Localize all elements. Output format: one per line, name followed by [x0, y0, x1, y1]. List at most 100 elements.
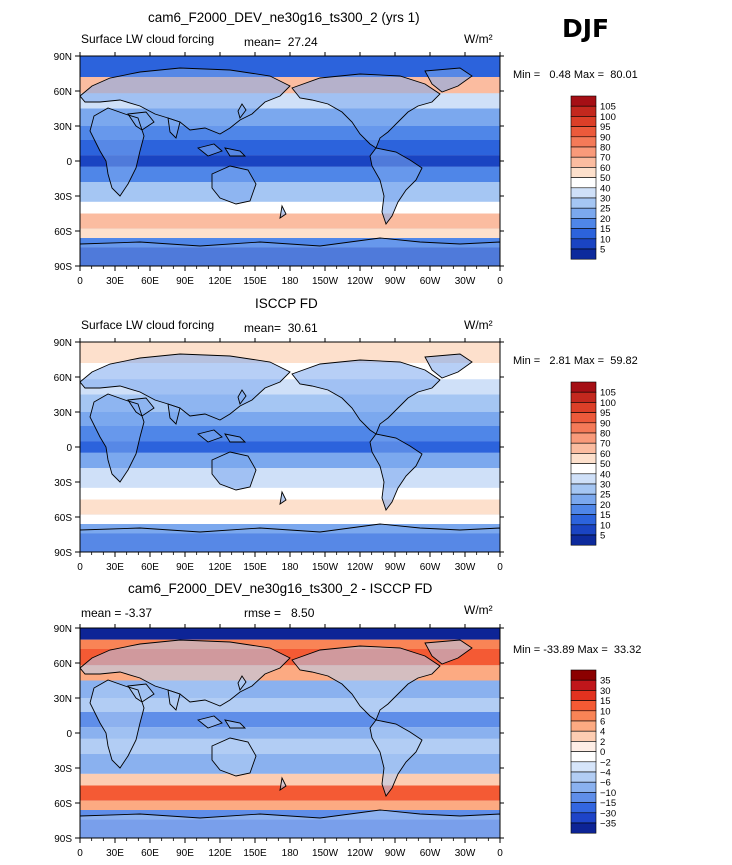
y-tick-label: 60N: [54, 373, 72, 384]
x-tick-label: 60E: [141, 276, 159, 287]
colorbar-label: −30: [600, 808, 616, 819]
panel-3-units: W/m²: [464, 603, 493, 617]
colorbar-label: 5: [600, 245, 605, 256]
x-tick-label: 0: [497, 562, 503, 573]
y-tick-label: 60S: [54, 227, 72, 238]
colorbar-label: 5: [600, 531, 605, 542]
field-band: [80, 639, 500, 649]
colorbar-label: 15: [600, 224, 611, 235]
field-band: [80, 182, 500, 202]
colorbar-label: 40: [600, 469, 611, 480]
field-band: [80, 238, 500, 248]
colorbar-label: 4: [600, 727, 605, 738]
y-tick-label: 90N: [54, 624, 72, 635]
colorbar-box: [570, 126, 597, 138]
x-tick-label: 90W: [385, 276, 406, 287]
x-tick-label: 120W: [347, 848, 374, 859]
field-band: [80, 698, 500, 712]
colorbar-box: [570, 156, 597, 168]
colorbar-label: 90: [600, 418, 611, 429]
colorbar-label: −35: [600, 819, 616, 830]
colorbar-box: [570, 95, 597, 107]
colorbar-box: [570, 669, 597, 681]
colorbar-box: [570, 473, 597, 485]
colorbar-label: −4: [600, 768, 611, 779]
y-tick-label: 30N: [54, 122, 72, 133]
colorbar-box: [570, 761, 597, 773]
x-tick-label: 30E: [106, 848, 124, 859]
colorbar-box: [570, 524, 597, 536]
map-field: [80, 628, 500, 838]
y-tick-label: 0: [66, 443, 72, 454]
colorbar-label: 95: [600, 408, 611, 419]
field-band: [80, 487, 500, 500]
colorbar-label: 10: [600, 706, 611, 717]
colorbar-label: 90: [600, 132, 611, 143]
colorbar-label: 105: [600, 102, 616, 113]
x-tick-label: 150W: [312, 848, 339, 859]
field-band: [80, 810, 500, 820]
field-band: [80, 499, 500, 515]
x-tick-label: 0: [77, 276, 83, 287]
y-tick-label: 90N: [54, 338, 72, 349]
x-tick-label: 90E: [176, 848, 194, 859]
colorbar-label: 35: [600, 676, 611, 687]
map-field: [80, 342, 500, 552]
x-tick-label: 180: [282, 562, 299, 573]
field-band: [80, 155, 500, 167]
x-tick-label: 90E: [176, 562, 194, 573]
field-band: [80, 628, 500, 640]
field-band: [80, 514, 500, 524]
field-band: [80, 773, 500, 786]
colorbar-label: 15: [600, 696, 611, 707]
x-tick-label: 60W: [420, 848, 441, 859]
x-tick-label: 180: [282, 848, 299, 859]
field-band: [80, 800, 500, 810]
colorbar-label: 70: [600, 439, 611, 450]
field-band: [80, 201, 500, 214]
colorbar-label: 30: [600, 480, 611, 491]
colorbar-label: 80: [600, 429, 611, 440]
x-tick-label: 60W: [420, 562, 441, 573]
map-panel-3: 0 30E 60E 90E 120E 150E 180 150W 120W 90W 60W 30W 09…: [54, 624, 504, 859]
x-tick-label: 150E: [243, 848, 267, 859]
x-tick-label: 120W: [347, 562, 374, 573]
colorbar-box: [570, 207, 597, 219]
colorbar-label: 20: [600, 500, 611, 511]
x-tick-label: 150W: [312, 562, 339, 573]
colorbar-label: 25: [600, 490, 611, 501]
y-tick-label: 90N: [54, 52, 72, 63]
panel-1-units: W/m²: [464, 32, 493, 46]
panel-2-title: ISCCP FD: [255, 296, 318, 311]
x-tick-label: 120E: [208, 562, 232, 573]
field-band: [80, 738, 500, 754]
y-tick-label: 90S: [54, 262, 72, 273]
x-tick-label: 60E: [141, 848, 159, 859]
colorbar-box: [570, 238, 597, 250]
colorbar-box: [570, 381, 597, 393]
colorbar-box: [570, 514, 597, 526]
panel-1-title: cam6_F2000_DEV_ne30g16_ts300_2 (yrs 1): [148, 10, 420, 25]
map-panel-1: 0 30E 60E 90E 120E 150E 180 150W 120W 90W 60W 30W 09…: [54, 52, 504, 287]
colorbar-box: [570, 493, 597, 505]
x-tick-label: 120W: [347, 276, 374, 287]
x-tick-label: 120E: [208, 848, 232, 859]
colorbar-box: [570, 177, 597, 189]
colorbar-label: 30: [600, 194, 611, 205]
x-tick-label: 0: [77, 848, 83, 859]
panel-2-field: Surface LW cloud forcing: [81, 318, 215, 332]
colorbar-label: 2: [600, 737, 605, 748]
x-tick-label: 60W: [420, 276, 441, 287]
panel-2-mean: mean= 30.61: [244, 321, 318, 335]
x-tick-label: 90W: [385, 562, 406, 573]
colorbar-box: [570, 453, 597, 464]
colorbar-box: [570, 116, 597, 127]
colorbar-label: 15: [600, 510, 611, 521]
colorbar-label: 10: [600, 234, 611, 245]
x-tick-label: 0: [497, 848, 503, 859]
colorbar-box: [570, 741, 597, 752]
colorbar-box: [570, 146, 597, 158]
y-tick-label: 30S: [54, 764, 72, 775]
